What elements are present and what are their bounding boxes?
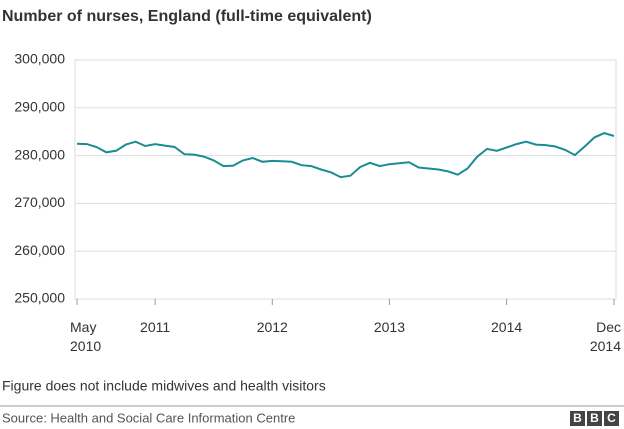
y-tick-label: 290,000 — [14, 99, 65, 115]
logo-letter: B — [573, 411, 582, 425]
logo-letter: C — [607, 411, 616, 425]
logo-block — [604, 411, 619, 426]
x-tick-label: 2014 — [491, 319, 522, 335]
logo-block — [570, 411, 585, 426]
x-tick-label: 2011 — [140, 319, 170, 335]
x-tick-label: Dec 2014 — [590, 319, 621, 354]
logo-letter: B — [590, 411, 599, 425]
plot-frame — [74, 59, 617, 300]
y-tick-label: 300,000 — [14, 51, 65, 67]
chart-title: Number of nurses, England (full-time equ… — [2, 8, 372, 25]
bbc-logo: B B C — [570, 411, 619, 426]
source: Source: Health and Social Care Informati… — [2, 410, 295, 425]
y-tick-label: 280,000 — [14, 146, 65, 162]
x-tick-label: 2013 — [374, 319, 405, 335]
data-line — [76, 132, 615, 179]
y-tick-label: 260,000 — [14, 242, 65, 258]
x-tick-label: 2012 — [257, 319, 288, 335]
y-tick-label: 250,000 — [14, 290, 65, 306]
logo-block — [587, 411, 602, 426]
footnote: Figure does not include midwives and hea… — [2, 378, 326, 394]
x-tick-label: May 2010 — [70, 319, 101, 354]
y-tick-label: 270,000 — [14, 194, 65, 210]
